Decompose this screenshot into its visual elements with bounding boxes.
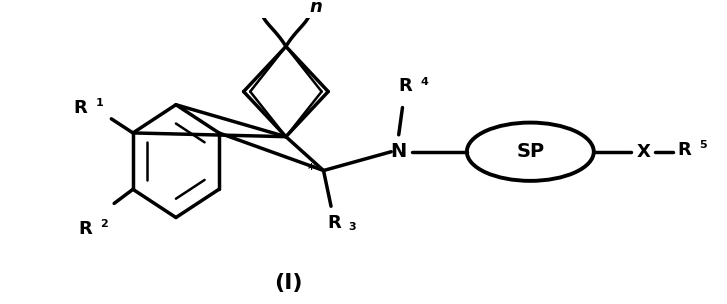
Text: (I): (I) (275, 273, 303, 293)
Text: R: R (73, 98, 87, 116)
Text: R: R (79, 220, 92, 238)
Text: 4: 4 (420, 77, 428, 87)
Text: R: R (398, 77, 412, 95)
Text: 1: 1 (95, 98, 103, 108)
Text: X: X (636, 143, 650, 161)
Text: n: n (310, 0, 323, 16)
Text: 5: 5 (699, 140, 707, 150)
Text: *: * (308, 162, 315, 176)
Text: 2: 2 (100, 219, 108, 229)
Text: N: N (390, 142, 407, 161)
Text: SP: SP (516, 142, 545, 161)
Text: R: R (327, 214, 341, 232)
Text: R: R (677, 141, 691, 159)
Text: 3: 3 (348, 222, 356, 232)
